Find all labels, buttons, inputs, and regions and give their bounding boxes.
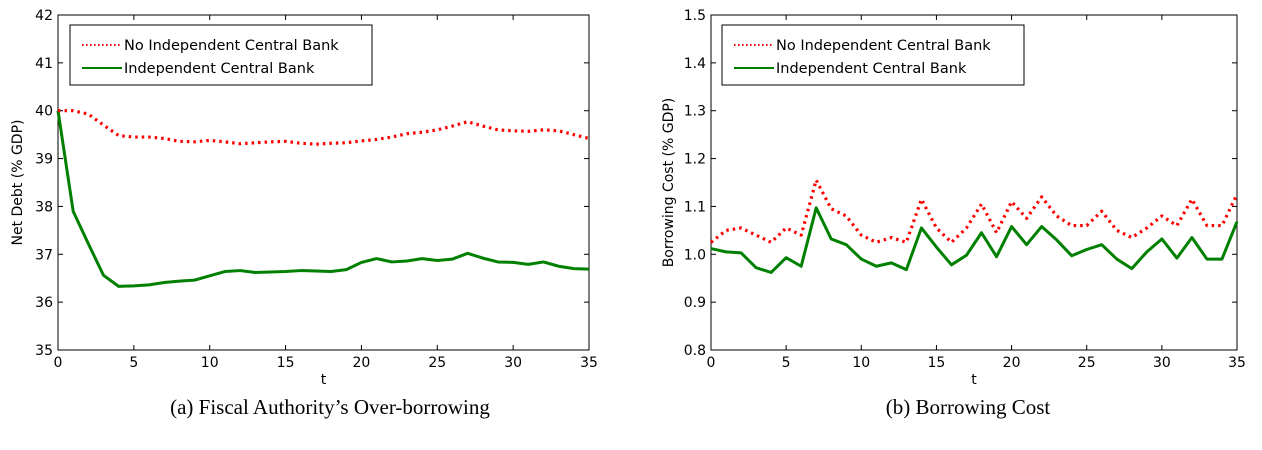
legend-label: Independent Central Bank (776, 61, 967, 77)
series-line-no-independent-central-bank (710, 178, 1239, 244)
legend-box (721, 24, 1025, 86)
y-tick-label: 1.4 (684, 56, 706, 72)
y-tick-label: 1.1 (684, 199, 706, 215)
y-tick-label: 0.8 (684, 343, 706, 359)
y-tick-label: 38 (35, 199, 53, 215)
x-tick-label: 30 (1153, 355, 1171, 371)
x-tick-label: 35 (580, 355, 598, 371)
y-tick-label: 1.3 (684, 104, 706, 120)
legend: No Independent Central Bank Independent C… (69, 24, 373, 86)
legend-box (69, 24, 373, 86)
y-tick-label: 0.9 (684, 295, 706, 311)
y-tick-label: 1.2 (684, 152, 706, 168)
chart-panel-1: 0 5 10 15 20 25 30 35 35 36 37 38 39 40 41 42 t Net Debt … (10, 8, 598, 419)
y-tick-label: 35 (35, 343, 53, 359)
x-tick-label: 25 (1078, 355, 1096, 371)
x-axis-label: t (971, 372, 977, 388)
panel-caption: (a) Fiscal Authority’s Over-borrowing (170, 395, 490, 419)
plot-frame (57, 14, 590, 351)
legend: No Independent Central Bank Independent C… (721, 24, 1025, 86)
x-tick-label: 10 (201, 355, 219, 371)
x-tick-label: 5 (129, 355, 138, 371)
y-tick-label: 1.5 (684, 8, 706, 24)
x-tick-label: 15 (928, 355, 946, 371)
y-tick-label: 42 (35, 8, 53, 24)
chart-panel-2: 0 5 10 15 20 25 30 35 0.8 0.9 1.0 1.1 1.2 1.3 1.4 1.5 t B… (661, 8, 1246, 419)
legend-label: Independent Central Bank (124, 61, 315, 77)
y-tick-label: 36 (35, 295, 53, 311)
x-tick-label: 0 (707, 355, 716, 371)
plot-frame (710, 14, 1238, 351)
legend-label: No Independent Central Bank (776, 38, 991, 54)
series-line-no-independent-central-bank (58, 109, 590, 146)
y-tick-label: 41 (35, 56, 53, 72)
x-tick-label: 5 (782, 355, 791, 371)
panel-caption: (b) Borrowing Cost (886, 395, 1051, 419)
y-axis-label: Borrowing Cost (% GDP) (661, 98, 677, 268)
series-line-independent-central-bank (710, 206, 1239, 274)
legend-label: No Independent Central Bank (124, 38, 339, 54)
y-tick-label: 39 (35, 152, 53, 168)
x-tick-label: 25 (428, 355, 446, 371)
series-line-independent-central-bank (56, 110, 590, 288)
y-tick-label: 37 (35, 247, 53, 263)
y-tick-label: 1.0 (684, 247, 706, 263)
x-tick-label: 10 (852, 355, 870, 371)
y-axis-label: Net Debt (% GDP) (10, 120, 26, 246)
x-tick-label: 35 (1228, 355, 1246, 371)
x-tick-label: 15 (277, 355, 295, 371)
x-tick-label: 20 (353, 355, 371, 371)
x-tick-label: 0 (54, 355, 63, 371)
x-tick-label: 30 (504, 355, 522, 371)
y-tick-label: 40 (35, 104, 53, 120)
x-axis-label: t (321, 372, 327, 388)
x-tick-label: 20 (1003, 355, 1021, 371)
